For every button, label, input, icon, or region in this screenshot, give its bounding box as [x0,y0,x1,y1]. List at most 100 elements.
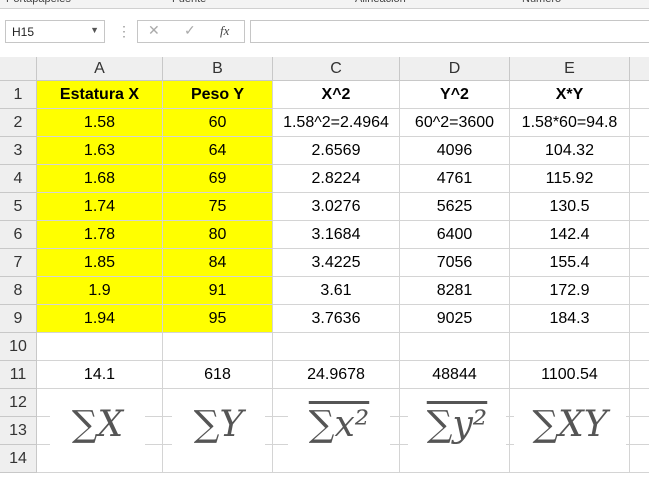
insert-function-button[interactable]: fx [220,23,230,38]
cell[interactable] [630,221,649,249]
cell[interactable]: 1.74 [37,193,163,221]
cell[interactable]: 1.68 [37,165,163,193]
cell[interactable]: Estatura X [37,81,163,109]
cell[interactable]: 4096 [400,137,510,165]
cell[interactable]: 115.92 [510,165,630,193]
cell[interactable] [273,333,400,361]
cell[interactable]: 8281 [400,277,510,305]
cell[interactable]: 80 [163,221,273,249]
cell[interactable] [630,165,649,193]
cell[interactable] [163,445,273,473]
cell[interactable] [400,445,510,473]
column-header[interactable]: B [163,57,273,81]
cell[interactable] [630,361,649,389]
cell[interactable]: 1100.54 [510,361,630,389]
cell[interactable]: 104.32 [510,137,630,165]
cell[interactable] [630,193,649,221]
cell[interactable]: 618 [163,361,273,389]
cell[interactable]: X^2 [273,81,400,109]
column-header[interactable]: E [510,57,630,81]
cell[interactable]: Peso Y [163,81,273,109]
cell[interactable] [510,333,630,361]
cell[interactable]: 3.61 [273,277,400,305]
cell[interactable]: 1.85 [37,249,163,277]
row-header[interactable]: 7 [0,249,37,277]
cell[interactable]: 7056 [400,249,510,277]
row-header[interactable]: 6 [0,221,37,249]
cell[interactable]: 3.1684 [273,221,400,249]
cell[interactable]: 69 [163,165,273,193]
cell[interactable]: 3.4225 [273,249,400,277]
cell[interactable]: 155.4 [510,249,630,277]
cell[interactable]: 5625 [400,193,510,221]
cell[interactable] [37,333,163,361]
cell[interactable] [273,445,400,473]
cell[interactable]: 60 [163,109,273,137]
cell[interactable] [163,333,273,361]
cell[interactable]: X*Y [510,81,630,109]
cell[interactable] [630,445,649,473]
cell[interactable]: 2.6569 [273,137,400,165]
cell[interactable]: 142.4 [510,221,630,249]
cell[interactable]: 2.8224 [273,165,400,193]
cell[interactable]: 1.94 [37,305,163,333]
cell[interactable] [630,109,649,137]
row-header[interactable]: 13 [0,417,37,445]
cell[interactable]: 3.7636 [273,305,400,333]
cell[interactable]: 91 [163,277,273,305]
column-header[interactable] [630,57,649,81]
cell[interactable] [630,305,649,333]
cell[interactable] [630,249,649,277]
cell[interactable]: 14.1 [37,361,163,389]
row-header[interactable]: 10 [0,333,37,361]
cell[interactable] [630,81,649,109]
cell[interactable]: 64 [163,137,273,165]
cell[interactable] [630,277,649,305]
cell[interactable] [37,445,163,473]
row-header[interactable]: 8 [0,277,37,305]
cell[interactable]: 1.9 [37,277,163,305]
cell[interactable] [630,333,649,361]
cell[interactable]: 1.63 [37,137,163,165]
column-header[interactable]: C [273,57,400,81]
row-header[interactable]: 1 [0,81,37,109]
cell[interactable]: 1.58 [37,109,163,137]
cell[interactable]: 130.5 [510,193,630,221]
cell[interactable]: 184.3 [510,305,630,333]
row-header[interactable]: 14 [0,445,37,473]
cell[interactable]: 1.58^2=2.4964 [273,109,400,137]
cell[interactable] [510,445,630,473]
row-header[interactable]: 11 [0,361,37,389]
cell[interactable]: 1.78 [37,221,163,249]
cell[interactable] [630,417,649,445]
select-all-corner[interactable] [0,57,37,81]
cancel-button[interactable]: ✕ [148,22,160,38]
formula-input[interactable] [250,20,649,43]
cell[interactable] [630,389,649,417]
cell[interactable]: 60^2=3600 [400,109,510,137]
cell[interactable]: 172.9 [510,277,630,305]
cell[interactable]: 3.0276 [273,193,400,221]
cell[interactable]: Y^2 [400,81,510,109]
name-box[interactable]: H15 ▼ [5,20,105,43]
cell[interactable]: 75 [163,193,273,221]
cell[interactable]: 84 [163,249,273,277]
cell[interactable]: 95 [163,305,273,333]
cell[interactable]: 4761 [400,165,510,193]
row-header[interactable]: 12 [0,389,37,417]
cell[interactable]: 6400 [400,221,510,249]
row-header[interactable]: 3 [0,137,37,165]
cell[interactable]: 9025 [400,305,510,333]
row-header[interactable]: 2 [0,109,37,137]
column-header[interactable]: A [37,57,163,81]
cell[interactable]: 48844 [400,361,510,389]
row-header[interactable]: 9 [0,305,37,333]
cell[interactable]: 24.9678 [273,361,400,389]
cell[interactable] [630,137,649,165]
cell[interactable] [400,333,510,361]
row-header[interactable]: 4 [0,165,37,193]
column-header[interactable]: D [400,57,510,81]
cell[interactable]: 1.58*60=94.8 [510,109,630,137]
dropdown-arrow[interactable]: ▼ [90,25,99,35]
row-header[interactable]: 5 [0,193,37,221]
